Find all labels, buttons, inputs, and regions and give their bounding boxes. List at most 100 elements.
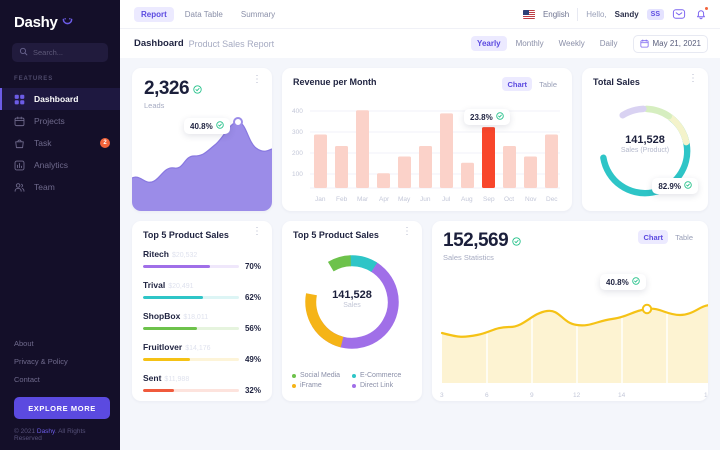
leads-card: 2,326 Leads ⋮ 40.8% — [132, 68, 272, 211]
donut-center-caption: Sales — [343, 302, 361, 309]
product-label: Ritech $20,532 — [143, 249, 198, 259]
sidebar-item-label: Analytics — [34, 160, 69, 170]
date-picker[interactable]: May 21, 2021 — [632, 34, 708, 53]
search-input[interactable] — [33, 48, 101, 57]
check-circle-icon — [495, 112, 504, 122]
product-progress-row: 62% — [143, 293, 261, 302]
total-sales-tooltip-value: 82.9% — [658, 181, 681, 191]
svg-text:12: 12 — [573, 392, 581, 399]
sidebar-item-projects[interactable]: Projects — [0, 110, 120, 132]
svg-text:Jan: Jan — [315, 196, 326, 203]
leads-card-header: 2,326 Leads ⋮ — [132, 68, 272, 111]
language-selector[interactable]: English — [542, 9, 570, 19]
check-circle-icon — [631, 277, 640, 287]
svg-text:Jun: Jun — [420, 196, 431, 203]
legend-item-e-commerce[interactable]: E-Commerce — [352, 372, 412, 379]
legend-item-iframe[interactable]: iFrame — [292, 382, 352, 389]
bell-icon[interactable] — [694, 6, 709, 21]
progress-track — [143, 388, 239, 393]
progress-fill — [143, 295, 203, 300]
sales-statistics-view-toggle: Chart Table — [638, 230, 698, 244]
sales-statistics-card: 152,569 Sales Statistics Chart Table — [432, 221, 708, 401]
period-yearly[interactable]: Yearly — [471, 36, 507, 51]
progress-track — [143, 326, 239, 331]
svg-text:Feb: Feb — [336, 196, 348, 203]
grid-row-bottom: Top 5 Product Sales ⋮ Ritech $20,532 70% … — [132, 221, 708, 401]
revenue-tooltip: 23.8% — [464, 109, 510, 125]
legend-item-direct-link[interactable]: Direct Link — [352, 382, 412, 389]
top5-list-header: Top 5 Product Sales ⋮ — [132, 221, 272, 241]
progress-track — [143, 295, 239, 300]
svg-text:Apr: Apr — [379, 196, 390, 203]
total-sales-header: Total Sales ⋮ — [582, 68, 708, 88]
progress-fill — [143, 357, 191, 362]
kebab-menu-icon[interactable]: ⋮ — [252, 226, 262, 237]
footer-link-contact[interactable]: Contact — [14, 375, 40, 384]
search-box[interactable] — [12, 43, 108, 62]
sales-statistics-caption: Sales Statistics — [443, 253, 494, 263]
sales-statistics-header: 152,569 Sales Statistics Chart Table — [432, 221, 708, 262]
donut-card-title: Top 5 Product Sales — [293, 230, 379, 240]
svg-text:300: 300 — [292, 129, 303, 136]
revenue-bar-chart: 400 300 200 100 — [292, 108, 560, 203]
sidebar-item-team[interactable]: Team — [0, 176, 120, 198]
sidebar-item-label: Projects — [34, 116, 65, 126]
footer-link-about[interactable]: About — [14, 339, 34, 348]
topbar-right: English Hello, Sandy SS — [522, 6, 709, 21]
users-icon — [14, 182, 25, 193]
revenue-per-month-card: Revenue per Month Chart Table — [282, 68, 572, 211]
stats-table-toggle[interactable]: Table — [675, 232, 693, 242]
period-monthly[interactable]: Monthly — [515, 39, 544, 48]
check-circle-icon — [193, 78, 202, 100]
svg-text:9: 9 — [530, 392, 534, 399]
leads-tooltip-value: 40.8% — [190, 121, 213, 131]
sidebar-item-task[interactable]: Task 2 — [0, 132, 120, 154]
period-controls: Yearly Monthly Weekly Daily May 21, 2021 — [471, 34, 708, 53]
sales-statistics-area-chart: 3 6 9 12 14 16 — [440, 303, 708, 399]
svg-text:Sep: Sep — [483, 196, 495, 203]
bag-icon — [14, 138, 25, 149]
x-axis-labels: Jan Feb Mar Apr May Jun Jul Aug Sep Oct … — [315, 196, 558, 203]
progress-track — [143, 357, 239, 362]
legend-swatch — [352, 373, 356, 378]
notification-dot — [704, 6, 709, 11]
leads-sparkline-chart — [132, 117, 272, 211]
stats-chart-toggle[interactable]: Chart — [638, 230, 669, 244]
greeting-text: Hello, — [586, 9, 607, 19]
sidebar-item-analytics[interactable]: Analytics — [0, 154, 120, 176]
explore-more-button[interactable]: EXPLORE MORE — [14, 397, 110, 419]
svg-text:Dec: Dec — [546, 196, 558, 203]
kebab-menu-icon[interactable]: ⋮ — [252, 74, 262, 85]
revenue-table-toggle[interactable]: Table — [539, 79, 557, 89]
product-label: ShopBox $18,011 — [143, 311, 209, 321]
y-axis-labels: 400 300 200 100 — [292, 108, 303, 178]
period-daily[interactable]: Daily — [599, 39, 618, 48]
sidebar-item-dashboard[interactable]: Dashboard — [0, 88, 120, 110]
brand-logo[interactable]: Dashy — [0, 0, 120, 43]
total-sales-donut-chart — [599, 105, 691, 197]
kebab-menu-icon[interactable]: ⋮ — [688, 73, 698, 84]
avatar[interactable]: SS — [646, 8, 664, 20]
footer-link-privacy[interactable]: Privacy & Policy — [14, 357, 68, 366]
copyright-prefix: © 2021 — [14, 428, 37, 435]
top5-donut-chart — [305, 255, 399, 349]
mail-icon[interactable] — [672, 7, 686, 21]
progress-fill — [143, 326, 197, 331]
revenue-chart-toggle[interactable]: Chart — [502, 77, 533, 91]
bars — [314, 110, 558, 188]
top5-list-title: Top 5 Product Sales — [143, 230, 229, 240]
tab-summary[interactable]: Summary — [240, 9, 276, 19]
sales-statistics-value: 152,569 — [443, 230, 521, 252]
grid-icon — [14, 94, 25, 105]
product-label: Sent $11,988 — [143, 373, 190, 383]
legend-item-social-media[interactable]: Social Media — [292, 372, 352, 379]
svg-text:16: 16 — [704, 392, 708, 399]
total-sales-tooltip: 82.9% — [652, 178, 698, 194]
tab-data-table[interactable]: Data Table — [184, 9, 223, 19]
legend-swatch — [292, 383, 296, 388]
gridlines — [310, 110, 560, 189]
leads-value: 2,326 — [144, 78, 202, 100]
kebab-menu-icon[interactable]: ⋮ — [402, 226, 412, 237]
tab-report[interactable]: Report — [134, 6, 174, 22]
period-weekly[interactable]: Weekly — [558, 39, 585, 48]
